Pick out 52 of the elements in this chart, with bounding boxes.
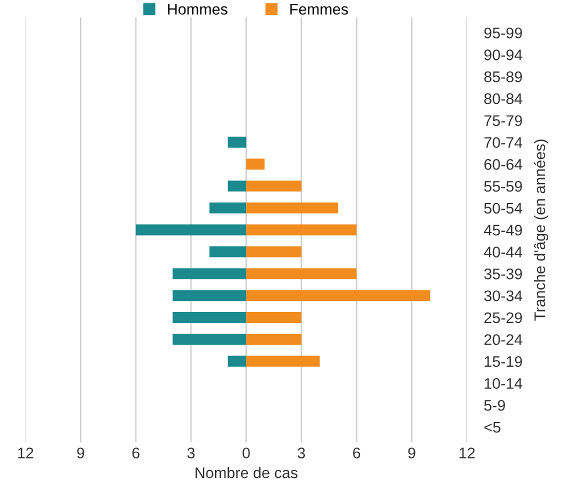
y-tick-label: 90-94: [484, 50, 522, 60]
y-tick-label: 80-84: [484, 93, 522, 104]
bar: [172, 290, 246, 302]
bar: [246, 158, 265, 170]
bar: [246, 202, 338, 214]
bar: [246, 268, 357, 280]
x-tick-label: 12: [460, 448, 475, 458]
bar: [246, 290, 430, 302]
x-tick-label: 6: [353, 448, 360, 458]
bar: [209, 202, 246, 214]
bar: [246, 180, 302, 192]
bar: [246, 224, 357, 236]
bar: [228, 356, 246, 367]
x-tick-label: 0: [242, 448, 250, 458]
y-tick-label: 45-49: [484, 224, 522, 236]
bar: [228, 180, 246, 192]
y-tick-label: 60-64: [484, 159, 522, 170]
x-tick-label: 6: [132, 448, 140, 458]
y-tick-label: 70-74: [484, 137, 522, 148]
y-tick-label: 15-19: [484, 356, 522, 367]
x-tick-label: 3: [187, 448, 195, 458]
x-tick-label: 12: [18, 448, 34, 458]
y-tick-label: 20-24: [484, 334, 522, 346]
y-tick-label: 25-29: [484, 312, 522, 324]
bar: [246, 312, 302, 323]
y-tick-label: 55-59: [484, 180, 522, 192]
y-tick-label: 50-54: [484, 202, 522, 214]
y-tick-label: 30-34: [484, 290, 522, 302]
x-tick-label: 3: [298, 448, 305, 458]
bar: [246, 334, 302, 345]
bar: [136, 224, 246, 236]
bar: [246, 356, 320, 367]
legend-label: Femmes: [290, 4, 348, 15]
legend-label: Hommes: [168, 4, 228, 15]
bar: [172, 334, 246, 345]
y-tick-label: 75-79: [484, 115, 522, 126]
y-tick-label: 85-89: [484, 71, 522, 82]
bar: [228, 136, 246, 148]
y-tick-label: 40-44: [484, 246, 522, 258]
x-axis-title: Nombre de cas: [196, 466, 298, 478]
y-tick-label: <5: [484, 422, 500, 433]
y-tick-label: 5-9: [484, 400, 505, 411]
x-tick-label: 9: [408, 448, 416, 458]
y-tick-label: 10-14: [484, 378, 522, 389]
bar: [172, 312, 246, 323]
y-tick-label: 35-39: [484, 268, 522, 280]
y-tick-label: 95-99: [484, 28, 522, 38]
bar: [172, 268, 246, 280]
bar: [209, 246, 246, 258]
y-axis-title: Tranche d'âge (en années): [534, 140, 548, 321]
x-tick-label: 9: [77, 448, 84, 458]
bar: [246, 246, 302, 258]
